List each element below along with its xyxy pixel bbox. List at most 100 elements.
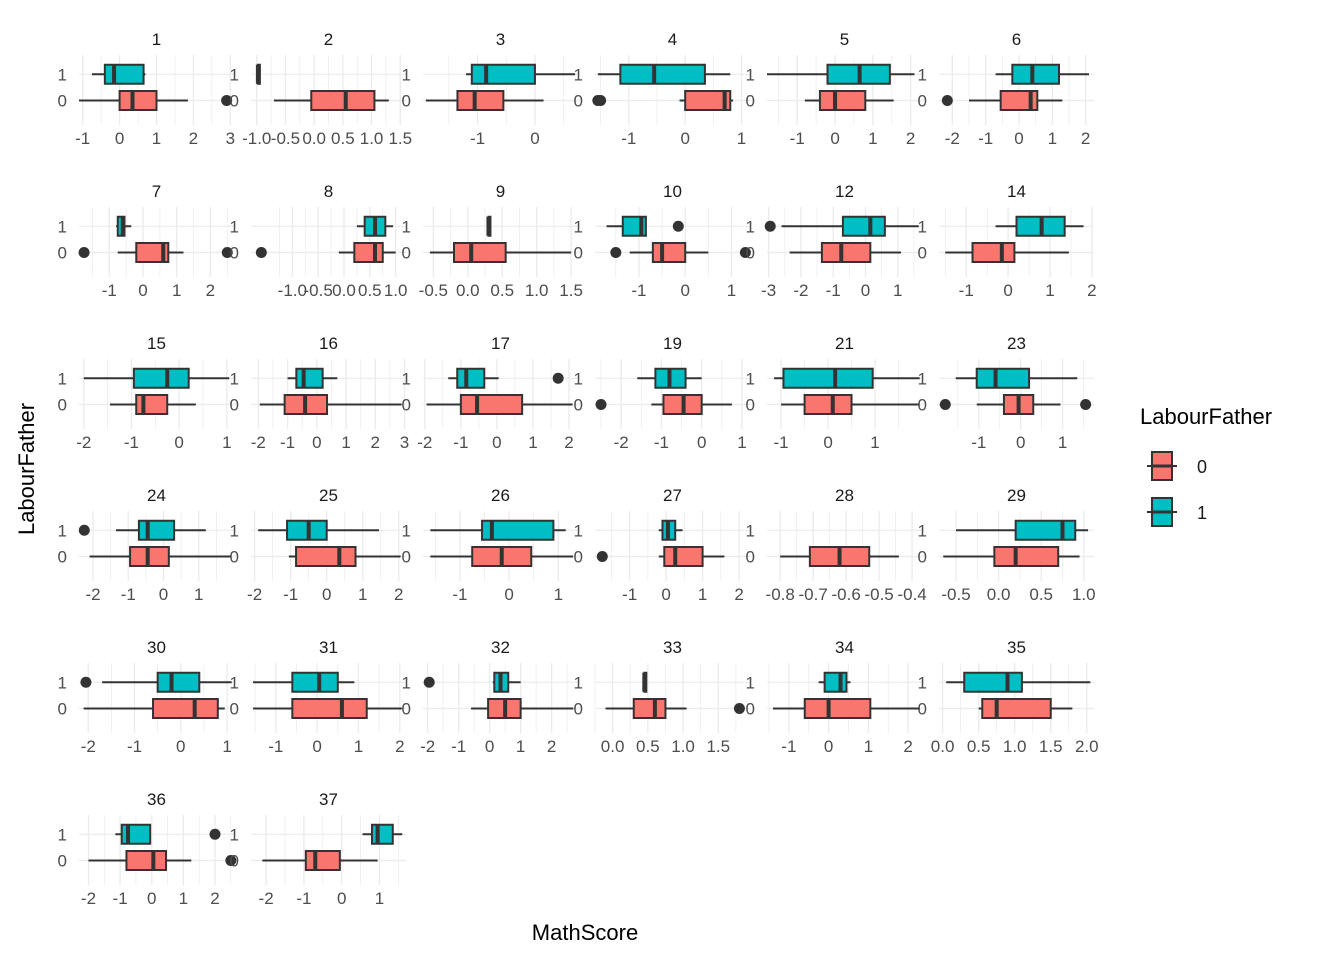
- box-1: [91, 63, 146, 85]
- x-tick-label: 1: [354, 737, 363, 756]
- x-tick-label: 0: [312, 433, 321, 452]
- iqr-box: [823, 671, 848, 693]
- iqr-box: [971, 242, 1016, 263]
- box-1: [255, 63, 261, 85]
- x-tick-label: 1.0: [384, 281, 408, 300]
- outlier-point: [733, 703, 745, 714]
- facet-strip-label: 26: [491, 486, 510, 505]
- iqr-box: [963, 671, 1023, 693]
- y-tick-label: 1: [58, 673, 67, 692]
- iqr-box: [619, 63, 706, 85]
- box-1: [115, 823, 221, 845]
- facet-strip-label: 27: [663, 486, 682, 505]
- x-tick-label: 1: [222, 433, 231, 452]
- x-axis-title: MathScore: [532, 920, 638, 945]
- y-tick-label: 1: [746, 673, 755, 692]
- gridlines: [79, 55, 234, 125]
- box-0: [78, 242, 233, 263]
- box-1: [116, 215, 132, 237]
- y-tick-label: 0: [746, 548, 755, 567]
- y-tick-label: 1: [574, 673, 583, 692]
- iqr-box: [981, 698, 1052, 719]
- box-0: [939, 394, 1092, 415]
- box-1: [764, 215, 919, 237]
- y-tick-label: 1: [746, 521, 755, 540]
- y-tick-label: 1: [918, 65, 927, 84]
- box-0: [88, 850, 237, 871]
- facet-strip-label: 35: [1007, 638, 1026, 657]
- facet-panel-1: 1 1 0 -1 0 1 2 3: [58, 30, 236, 148]
- iqr-box: [152, 698, 219, 719]
- y-tick-label: 0: [230, 700, 239, 719]
- x-tick-label: 2: [206, 281, 215, 300]
- x-tick-label: -1: [781, 737, 796, 756]
- facet-strip-label: 1: [152, 30, 161, 49]
- x-tick-label: 1.5: [559, 281, 583, 300]
- facet-panel-36: 36 1 0 -2 -1 0 1 2: [58, 790, 237, 908]
- y-tick-label: 0: [918, 92, 927, 111]
- facet-panel-6: 6 1 0 -2 -1 0 1 2: [918, 30, 1094, 148]
- y-tick-label: 0: [230, 244, 239, 263]
- box-1: [80, 671, 232, 693]
- x-tick-label: 0.5: [636, 737, 660, 756]
- iqr-box: [132, 367, 190, 389]
- y-tick-label: 0: [402, 396, 411, 415]
- facet-panel-21: 21 1 0 -1 0 1: [746, 334, 922, 452]
- iqr-box: [120, 823, 152, 845]
- x-tick-label: 0: [680, 129, 689, 148]
- x-tick-label: -1: [296, 889, 311, 908]
- y-tick-label: 1: [402, 673, 411, 692]
- box-0: [595, 394, 732, 415]
- iqr-box: [993, 546, 1060, 567]
- outlier-point: [209, 828, 221, 840]
- box-1: [448, 367, 564, 389]
- box-1: [486, 215, 492, 237]
- x-tick-label: 1: [194, 585, 203, 604]
- x-tick-label: 2.0: [1075, 737, 1099, 756]
- y-tick-label: 0: [58, 852, 67, 871]
- y-tick-label: 0: [574, 396, 583, 415]
- x-tick-label: 1.0: [1003, 737, 1027, 756]
- x-tick-label: -1: [75, 129, 90, 148]
- y-tick-label: 1: [574, 65, 583, 84]
- x-tick-label: -2: [81, 737, 96, 756]
- box-1: [258, 519, 379, 541]
- y-tick-label: 1: [402, 217, 411, 236]
- box-0: [471, 698, 574, 719]
- facet-panel-33: 33 1 0 0.0 0.5 1.0 1.5: [574, 638, 750, 756]
- facet-strip-label: 19: [663, 334, 682, 353]
- x-tick-label: 0.0: [456, 281, 480, 300]
- y-tick-label: 0: [58, 396, 67, 415]
- x-tick-label: 0: [174, 433, 183, 452]
- x-tick-label: -1.0: [278, 281, 307, 300]
- x-tick-label: 1: [152, 129, 161, 148]
- box-1: [78, 519, 206, 541]
- y-tick-label: 0: [746, 92, 755, 111]
- facet-strip-label: 16: [319, 334, 338, 353]
- x-tick-label: 0: [492, 433, 501, 452]
- x-tick-label: 1: [341, 433, 350, 452]
- box-0: [83, 698, 225, 719]
- x-tick-label: 1: [1045, 281, 1054, 300]
- facet-strip-label: 31: [319, 638, 338, 657]
- x-tick-label: 1.0: [525, 281, 549, 300]
- x-tick-label: -2: [251, 433, 266, 452]
- x-tick-label: 1.5: [706, 737, 730, 756]
- outlier-point: [80, 676, 92, 688]
- iqr-box: [291, 671, 339, 693]
- facet-panel-32: 32 1 0 -2 -1 0 1 2: [402, 638, 578, 756]
- x-tick-label: 0: [1003, 281, 1012, 300]
- y-tick-label: 0: [58, 548, 67, 567]
- facet-panel-19: 19 1 0 -2 -1 0 1: [574, 334, 750, 452]
- iqr-box: [481, 519, 555, 541]
- y-tick-label: 1: [918, 369, 927, 388]
- box-0: [288, 546, 401, 567]
- box-1: [597, 63, 731, 85]
- y-tick-label: 1: [574, 521, 583, 540]
- x-tick-label: 2: [189, 129, 198, 148]
- facet-strip-label: 6: [1012, 30, 1021, 49]
- x-tick-label: -2: [945, 129, 960, 148]
- x-tick-label: 0: [115, 129, 124, 148]
- facet-strip-label: 29: [1007, 486, 1026, 505]
- y-tick-label: 0: [574, 700, 583, 719]
